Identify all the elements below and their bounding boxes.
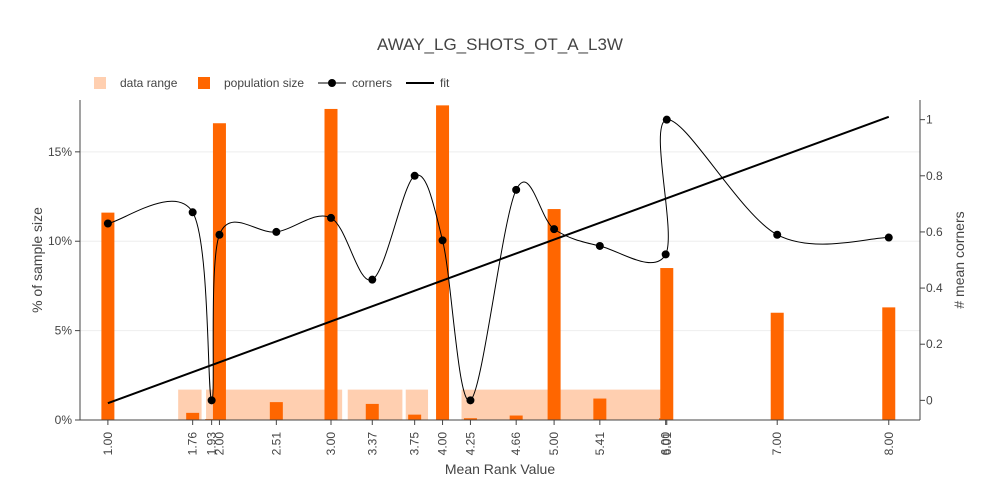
population-bar (660, 268, 674, 420)
x-axis-title: Mean Rank Value (445, 461, 555, 477)
y2-axis-title: # mean corners (951, 211, 967, 308)
corners-point (188, 208, 197, 217)
population-bar (882, 307, 896, 420)
corners-point (773, 230, 782, 239)
y2-tick-label: 0.4 (926, 281, 943, 295)
population-bar (770, 312, 784, 420)
chart-title: AWAY_LG_SHOTS_OT_A_L3W (377, 35, 623, 54)
population-bar (509, 415, 523, 420)
y-tick-label: 10% (48, 234, 72, 248)
y-tick-label: 5% (55, 324, 73, 338)
corners-point (272, 227, 281, 236)
y-axis-title: % of sample size (29, 207, 45, 313)
corners-point (884, 233, 893, 242)
legend: data range population size corners fit (94, 76, 450, 90)
population-bar (324, 108, 338, 421)
x-tick-label: 3.75 (408, 432, 422, 456)
corners-point (662, 115, 671, 124)
x-tick-label: 5.00 (547, 432, 561, 456)
population-bar (547, 209, 561, 420)
y2-tick-label: 0 (926, 393, 933, 407)
fit-line-layer (107, 115, 890, 405)
population-bar (212, 123, 226, 420)
legend-label: population size (224, 76, 304, 90)
x-tick-label: 1.93 (205, 432, 219, 456)
corners-point (550, 225, 559, 234)
x-tick-label: 4.66 (509, 432, 523, 456)
corners-line (107, 119, 889, 401)
y2-tick-label: 0.8 (926, 169, 943, 183)
corners-point (410, 171, 419, 180)
legend-label: data range (120, 76, 178, 90)
corners-point (215, 230, 224, 239)
data-range-rect (405, 389, 429, 420)
population-bar (365, 403, 379, 420)
data-range-rect (461, 389, 666, 420)
legend-label: fit (440, 76, 450, 90)
population-bar (463, 418, 477, 420)
x-tick-label: 4.00 (436, 432, 450, 456)
corners-point (595, 241, 604, 250)
y2-tick-label: 0.6 (926, 225, 943, 239)
population-bar (593, 398, 607, 420)
data-range-rect (178, 389, 202, 420)
corners-point (207, 396, 216, 405)
y2-tick-label: 1 (926, 113, 933, 127)
population-bar (186, 412, 200, 420)
corners-point (466, 396, 475, 405)
x-tick-label: 1.76 (186, 432, 200, 456)
corners-point (512, 185, 521, 194)
y2-tick-label: 0.2 (926, 337, 943, 351)
population-size-bars (101, 105, 896, 421)
x-tick-label: 4.25 (463, 432, 477, 456)
x-tick-label: 1.00 (101, 432, 115, 456)
population-bar (408, 414, 422, 420)
population-bar (269, 402, 283, 420)
axes: 0% 5% 10% 15% 0 0.2 0.4 0.6 0.8 1 1.00 1.76 1.932.00… (48, 100, 943, 455)
x-tick-label: 8.00 (882, 432, 896, 456)
population-bar (436, 105, 450, 420)
data-range-layer (178, 389, 666, 420)
corners-point (661, 250, 670, 259)
y-tick-label: 15% (48, 145, 72, 159)
x-tick-label: 2.00 (212, 432, 226, 456)
x-tick-label: 6.00 (659, 432, 673, 456)
y-tick-label: 0% (55, 413, 73, 427)
x-tick-label: 3.37 (365, 432, 379, 456)
corners-point (368, 275, 377, 284)
fit-line (107, 115, 890, 405)
legend-swatch (94, 77, 106, 89)
x-tick-label: 5.41 (593, 432, 607, 456)
x-tick-label: 2.51 (269, 432, 283, 456)
x-tick-label: 6.01 (660, 432, 674, 456)
corners-point (326, 213, 335, 222)
population-bar (101, 212, 115, 420)
legend-swatch (198, 77, 210, 89)
x-tick-label: 7.00 (770, 432, 784, 456)
corners-point (103, 219, 112, 228)
x-tick-label: 3.00 (324, 432, 338, 456)
corners-layer (103, 115, 893, 405)
legend-marker (328, 79, 336, 87)
corners-point (438, 236, 447, 245)
legend-label: corners (352, 76, 392, 90)
